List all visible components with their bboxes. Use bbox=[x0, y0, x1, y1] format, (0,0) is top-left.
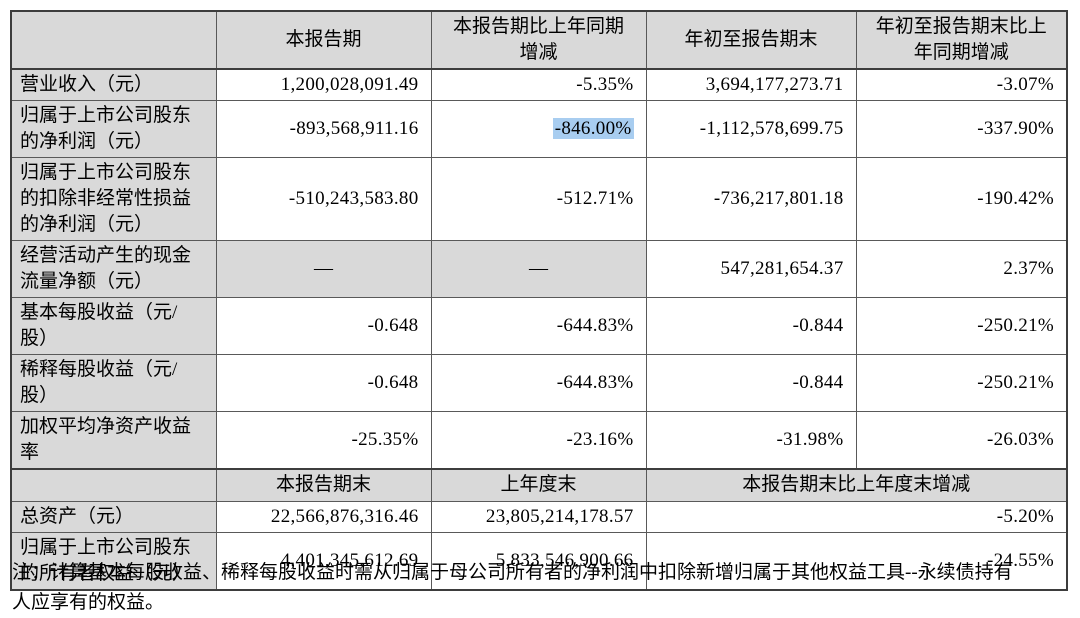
table-row-net-profit: 归属于上市公司股东的净利润（元） -893,568,911.16 -846.00… bbox=[10, 100, 1068, 158]
value-cell: -24.55% bbox=[645, 531, 1068, 590]
corner-cell bbox=[10, 10, 217, 70]
financial-summary-table: 本报告期 本报告期比上年同期增减 年初至报告期末 年初至报告期末比上年同期增减 … bbox=[10, 10, 1068, 591]
value-cell: -512.71% bbox=[430, 157, 647, 241]
footnote: 注：计算基本每股收益、稀释每股收益时需从归属于母公司所有者的净利润中扣除新增归属… bbox=[12, 562, 1013, 613]
value-cell: -846.00% bbox=[430, 100, 647, 158]
empty-dash-cell: — bbox=[430, 240, 647, 298]
value-cell: -31.98% bbox=[645, 411, 857, 470]
row-label: 归属于上市公司股东的扣除非经常性损益的净利润（元） bbox=[10, 157, 217, 241]
value-cell: -0.844 bbox=[645, 354, 857, 412]
col-header-prev-year-end: 上年度末 bbox=[430, 468, 647, 502]
highlighted-value: -846.00% bbox=[552, 118, 634, 139]
table-row-diluted-eps: 稀释每股收益（元/股） -0.648 -644.83% -0.844 -250.… bbox=[10, 354, 1068, 412]
value-cell: -644.83% bbox=[430, 297, 647, 355]
value-cell: -26.03% bbox=[855, 411, 1068, 470]
value-cell: -3.07% bbox=[855, 68, 1068, 101]
col-header-period-end: 本报告期末 bbox=[215, 468, 432, 502]
value-cell: -893,568,911.16 bbox=[215, 100, 432, 158]
value-cell: -5.35% bbox=[430, 68, 647, 101]
value-cell: -0.648 bbox=[215, 297, 432, 355]
corner-cell bbox=[10, 468, 217, 502]
value-cell: -250.21% bbox=[855, 354, 1068, 412]
table-row-basic-eps: 基本每股收益（元/股） -0.648 -644.83% -0.844 -250.… bbox=[10, 297, 1068, 355]
value-cell: 3,694,177,273.71 bbox=[645, 68, 857, 101]
header-row-period-end: 本报告期末 上年度末 本报告期末比上年度末增减 bbox=[10, 468, 1068, 502]
value-cell: -25.35% bbox=[215, 411, 432, 470]
row-label: 营业收入（元） bbox=[10, 68, 217, 101]
value-cell: -1,112,578,699.75 bbox=[645, 100, 857, 158]
empty-dash-cell: — bbox=[215, 240, 432, 298]
report-table-container: 本报告期 本报告期比上年同期增减 年初至报告期末 年初至报告期末比上年同期增减 … bbox=[10, 10, 1068, 591]
table-row-revenue: 营业收入（元） 1,200,028,091.49 -5.35% 3,694,17… bbox=[10, 68, 1068, 101]
value-cell: -736,217,801.18 bbox=[645, 157, 857, 241]
table-row-net-profit-excl-nonrecurring: 归属于上市公司股东的扣除非经常性损益的净利润（元） -510,243,583.8… bbox=[10, 157, 1068, 241]
value-cell: 1,200,028,091.49 bbox=[215, 68, 432, 101]
table-row-total-assets: 总资产（元） 22,566,876,316.46 23,805,214,178.… bbox=[10, 500, 1068, 533]
value-cell: 22,566,876,316.46 bbox=[215, 500, 432, 533]
table-row-shareholders-equity: 归属于上市公司股东的所有者权益（元） 4,401,345,612.69 5,83… bbox=[10, 531, 1068, 590]
value-cell: -250.21% bbox=[855, 297, 1068, 355]
value-cell: -644.83% bbox=[430, 354, 647, 412]
col-header-ytd: 年初至报告期末 bbox=[645, 10, 857, 70]
value-cell: -190.42% bbox=[855, 157, 1068, 241]
row-label: 基本每股收益（元/股） bbox=[10, 297, 217, 355]
value-cell: -0.648 bbox=[215, 354, 432, 412]
value-cell: 2.37% bbox=[855, 240, 1068, 298]
row-label: 归属于上市公司股东的净利润（元） bbox=[10, 100, 217, 158]
value-cell: 547,281,654.37 bbox=[645, 240, 857, 298]
value-cell: 5,833,546,900.66 bbox=[430, 531, 647, 590]
row-label: 经营活动产生的现金流量净额（元） bbox=[10, 240, 217, 298]
header-row-period: 本报告期 本报告期比上年同期增减 年初至报告期末 年初至报告期末比上年同期增减 bbox=[10, 10, 1068, 70]
col-header-change-vs-prev-year-end: 本报告期末比上年度末增减 bbox=[645, 468, 1068, 502]
col-header-yoy-change: 本报告期比上年同期增减 bbox=[430, 10, 647, 70]
row-label: 总资产（元） bbox=[10, 500, 217, 533]
col-header-ytd-yoy-change: 年初至报告期末比上年同期增减 bbox=[855, 10, 1068, 70]
value-cell: -23.16% bbox=[430, 411, 647, 470]
value-cell: -510,243,583.80 bbox=[215, 157, 432, 241]
value-cell: 23,805,214,178.57 bbox=[430, 500, 647, 533]
value-cell: -337.90% bbox=[855, 100, 1068, 158]
table-row-weighted-avg-roe: 加权平均净资产收益率 -25.35% -23.16% -31.98% -26.0… bbox=[10, 411, 1068, 470]
table-row-operating-cash-flow: 经营活动产生的现金流量净额（元） — — 547,281,654.37 2.37… bbox=[10, 240, 1068, 298]
value-cell: -0.844 bbox=[645, 297, 857, 355]
row-label: 加权平均净资产收益率 bbox=[10, 411, 217, 470]
row-label: 稀释每股收益（元/股） bbox=[10, 354, 217, 412]
row-label: 归属于上市公司股东的所有者权益（元） bbox=[10, 531, 217, 590]
value-cell: -5.20% bbox=[645, 500, 1068, 533]
col-header-current-period: 本报告期 bbox=[215, 10, 432, 70]
